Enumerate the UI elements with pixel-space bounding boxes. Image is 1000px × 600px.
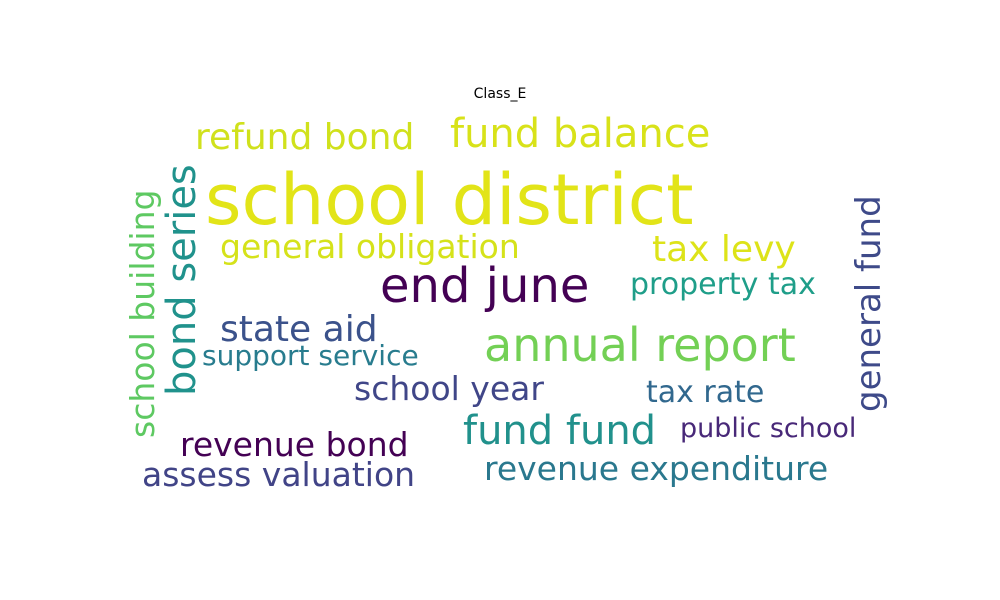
word-fund-balance: fund balance xyxy=(450,111,711,157)
chart-title: Class_E xyxy=(473,86,527,102)
word-general-fund: general fund xyxy=(849,195,889,412)
word-bond-series: bond series xyxy=(159,164,205,396)
word-revenue-bond: revenue bond xyxy=(180,425,409,464)
word-fund-fund: fund fund xyxy=(463,408,657,454)
word-school-district: school district xyxy=(205,159,694,241)
word-tax-rate: tax rate xyxy=(646,375,765,410)
word-general-obligation: general obligation xyxy=(220,227,520,266)
word-public-school: public school xyxy=(680,413,857,444)
word-tax-levy: tax levy xyxy=(652,229,796,270)
word-property-tax: property tax xyxy=(630,267,816,302)
word-support-service: support service xyxy=(202,339,419,372)
word-annual-report: annual report xyxy=(484,318,796,372)
word-end-june: end june xyxy=(380,258,590,314)
word-refund-bond: refund bond xyxy=(195,117,415,158)
word-assess-valuation: assess valuation xyxy=(142,455,416,494)
word-state-aid: state aid xyxy=(220,309,378,350)
word-school-building: school building xyxy=(123,189,162,438)
word-revenue-expenditure: revenue expenditure xyxy=(484,449,829,488)
word-school-year: school year xyxy=(354,369,544,408)
